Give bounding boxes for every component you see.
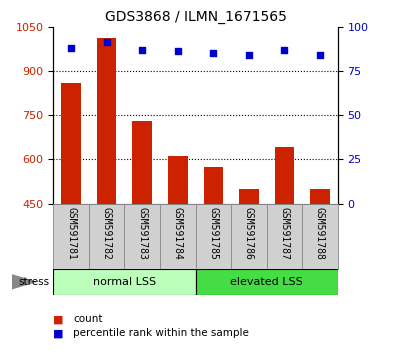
Bar (53, 204, 89, 269)
Text: GSM591781: GSM591781 (66, 207, 76, 260)
Bar (231, 204, 267, 269)
Bar (239, 189, 259, 204)
Bar (196, 269, 338, 295)
Text: elevated LSS: elevated LSS (230, 277, 303, 287)
Text: normal LSS: normal LSS (93, 277, 156, 287)
Text: ■: ■ (53, 314, 67, 324)
Bar (160, 204, 196, 269)
Text: GSM591784: GSM591784 (173, 207, 183, 260)
Point (103, 40, 110, 45)
Text: GSM591786: GSM591786 (244, 207, 254, 260)
Text: GSM591788: GSM591788 (315, 207, 325, 260)
Bar (61, 82, 81, 204)
Text: count: count (73, 314, 103, 324)
Text: GSM591783: GSM591783 (137, 207, 147, 260)
Point (317, 52, 323, 58)
Point (68, 45, 74, 51)
Bar (310, 189, 330, 204)
Title: GDS3868 / ILMN_1671565: GDS3868 / ILMN_1671565 (105, 10, 286, 24)
Text: percentile rank within the sample: percentile rank within the sample (73, 329, 249, 338)
Text: stress: stress (18, 277, 49, 287)
Point (175, 48, 181, 54)
Point (139, 47, 145, 52)
Polygon shape (12, 274, 38, 290)
Bar (53, 269, 196, 295)
Bar (97, 38, 117, 204)
Bar (196, 204, 231, 269)
Point (246, 52, 252, 58)
Text: GSM591787: GSM591787 (279, 207, 290, 260)
Bar (203, 167, 223, 204)
Text: GSM591785: GSM591785 (208, 207, 218, 260)
Text: ■: ■ (53, 329, 67, 338)
Bar (168, 156, 188, 204)
Bar (124, 204, 160, 269)
Bar (132, 121, 152, 204)
Bar (275, 148, 294, 204)
Bar (89, 204, 124, 269)
Bar (267, 204, 302, 269)
Bar (302, 204, 338, 269)
Point (210, 50, 216, 56)
Point (281, 47, 288, 52)
Text: GSM591782: GSM591782 (102, 207, 112, 260)
